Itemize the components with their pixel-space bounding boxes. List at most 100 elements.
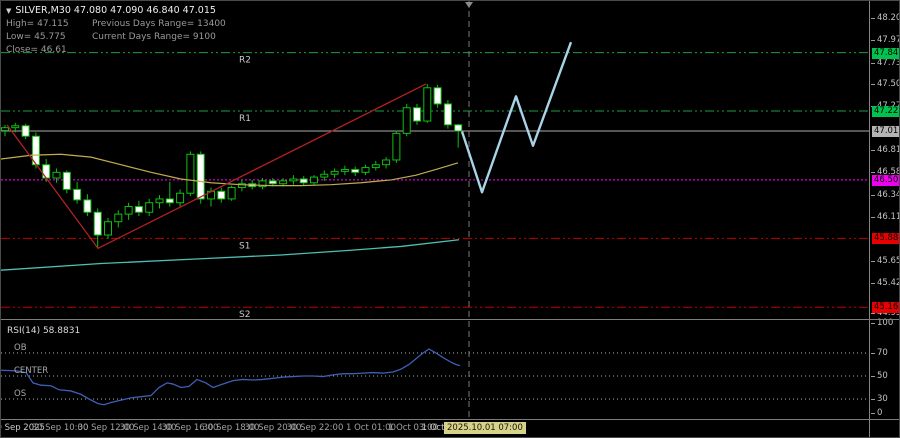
candle-body — [361, 167, 370, 173]
rsi-line — [1, 348, 461, 406]
candle-body — [413, 107, 421, 122]
time-label: 30 Sep 22:00 — [286, 423, 344, 433]
ma-fast-line — [1, 153, 459, 187]
rsi-scale-label: 0 — [870, 408, 883, 418]
candle-body — [371, 164, 380, 169]
pivot-label-S2: S2 — [239, 310, 250, 319]
candle-body — [310, 176, 318, 184]
price-tick: 47.735 — [871, 58, 899, 69]
vline-marker-icon[interactable] — [465, 2, 473, 8]
time-label: 30 Sep 2025 — [1, 423, 45, 433]
price-tick: 45.650 — [871, 256, 899, 267]
candle-body — [145, 202, 154, 213]
time-label: 30 Sep 10:00 — [31, 423, 89, 433]
candle-body — [330, 170, 339, 175]
candle-body — [258, 180, 267, 188]
candle-body — [155, 198, 164, 204]
main-chart-area[interactable]: R2 R1 S1 S2 ▼ SILVER,M30 47.080 47.090 46.84… — [1, 1, 869, 319]
candle-body — [83, 199, 92, 213]
candle-body — [134, 206, 143, 213]
time-label: 30 Sep 18:00 — [202, 423, 260, 433]
candle-body — [62, 171, 71, 190]
candle-body — [382, 159, 391, 166]
price-tick: 47.505 — [871, 79, 899, 90]
pivot-label-R1: R1 — [239, 114, 251, 124]
candle-body — [351, 168, 360, 173]
rsi-panel[interactable]: RSI(14) 58.8831 OB CENTER OS — [1, 321, 869, 419]
candle-body — [392, 132, 401, 161]
rsi-scale-label: 70 — [871, 348, 888, 358]
rsi-indicator-label: RSI(14) 58.8831 — [7, 326, 81, 336]
rsi-level-label-CENTER: CENTER — [14, 366, 49, 376]
candle-body — [124, 206, 133, 215]
main-chart-canvas[interactable]: R2 R1 S1 S2 — [1, 1, 869, 319]
candle-body — [268, 180, 277, 185]
info-line-high: High= 47.115 Previous Days Range= 13400 — [6, 19, 226, 29]
price-tick: 46.810 — [871, 145, 899, 156]
candle-body — [165, 198, 174, 204]
rsi-scale-label: 30 — [871, 394, 888, 404]
candle-body — [433, 87, 442, 105]
candle-body — [299, 178, 308, 184]
price-badge-green: 47.225 — [872, 106, 899, 118]
pivot-lines-layer: R2 R1 S1 S2 — [1, 52, 869, 319]
candle-body — [52, 171, 61, 179]
candle-body — [21, 125, 30, 137]
price-tick: 46.580 — [871, 167, 899, 178]
symbol-ohlc-line: ▼ SILVER,M30 47.080 47.090 46.840 47.015 — [6, 4, 226, 18]
price-badge-red: 45.885 — [872, 233, 899, 245]
price-tick: 45.420 — [871, 278, 899, 289]
price-badge-gray: 47.015 — [872, 126, 899, 137]
time-label: 30 Sep 16:00 — [161, 423, 219, 433]
candle-body — [42, 164, 51, 179]
candle-body — [217, 190, 226, 200]
info-line-close: Close= 46.61 — [6, 45, 67, 55]
time-label: 30 Sep 14:00 — [119, 423, 177, 433]
candle-body — [454, 124, 463, 132]
zigzag-line[interactable] — [6, 83, 427, 250]
candle-body — [443, 103, 452, 126]
rsi-scale-label: 50 — [871, 371, 888, 381]
candle-body — [340, 168, 349, 172]
price-tick: 48.200 — [871, 13, 899, 24]
time-label: 1 Oct 03:00 — [387, 423, 439, 433]
candle-body — [402, 107, 411, 134]
forecast-projection-line[interactable] — [460, 41, 573, 194]
candle-body — [196, 153, 205, 200]
time-label: 1 Oct — [421, 423, 445, 433]
candle-body — [289, 178, 298, 182]
candle-body — [104, 221, 112, 236]
candles-layer — [1, 83, 463, 249]
rsi-level-label-OB: OB — [14, 343, 27, 353]
pivot-label-R2: R2 — [239, 56, 251, 66]
panel-splitter[interactable] — [1, 319, 899, 320]
chevron-down-icon[interactable]: ▼ — [6, 7, 12, 15]
price-tick: 46.115 — [871, 212, 899, 223]
candle-body — [73, 188, 82, 201]
price-badge-green: 47.840 — [872, 47, 899, 59]
info-line-low: Low= 45.775 Current Days Range= 9100 — [6, 32, 216, 42]
candle-body — [176, 192, 185, 204]
price-tick: 47.970 — [871, 35, 899, 46]
price-badge-magenta: 46.500 — [872, 174, 899, 186]
time-axis-separator — [1, 419, 899, 420]
rsi-level-label-OS: OS — [14, 389, 27, 399]
candle-body — [186, 153, 195, 194]
ma-slow-line — [1, 239, 460, 271]
candle-body — [11, 125, 20, 129]
price-badge-red: 45.160 — [872, 302, 899, 314]
candle-body — [279, 180, 288, 185]
rsi-scale-label: 100 — [870, 318, 894, 328]
time-label: 1 Oct 01:00 — [345, 423, 397, 433]
candle-body — [423, 87, 432, 122]
price-axis[interactable]: 48.20047.97047.73547.50547.27546.81046.5… — [869, 1, 899, 437]
time-label: 30 Sep 12:00 — [77, 423, 135, 433]
candle-body — [1, 127, 9, 132]
current-time-badge: 2025.10.01 07:00 — [444, 422, 526, 434]
candle-body — [93, 211, 102, 236]
candle-body — [320, 173, 329, 178]
rsi-canvas[interactable] — [1, 321, 869, 419]
time-label: 30 Sep 20:00 — [244, 423, 302, 433]
